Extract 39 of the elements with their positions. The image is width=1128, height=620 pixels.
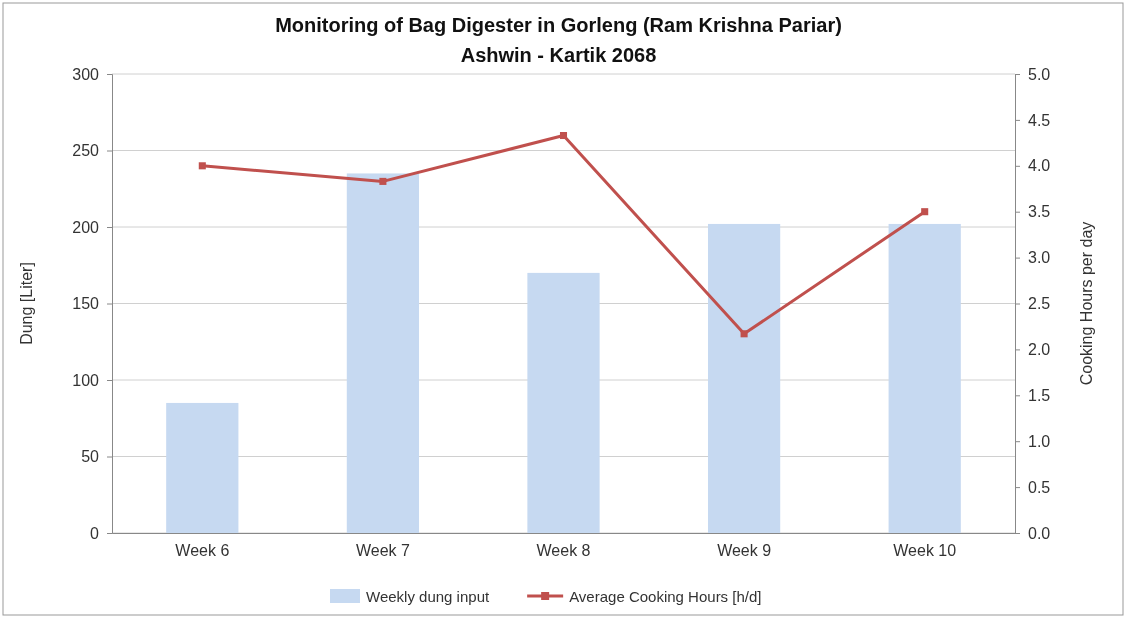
bar (166, 402, 239, 533)
y-tick-label: 300 (72, 65, 100, 83)
bar (707, 223, 781, 533)
x-tick-label: Week 10 (893, 542, 957, 560)
legend-label: Average Cooking Hours [h/d] (569, 588, 762, 605)
y-tick-label: 100 (72, 371, 100, 389)
y-tick-label: 50 (81, 448, 100, 466)
y2-tick-label: 1.0 (1028, 432, 1051, 450)
y-axis-title: Dung [Liter] (18, 262, 35, 345)
y2-tick-label: 0.5 (1028, 478, 1051, 496)
y2-tick-label: 4.5 (1028, 111, 1051, 129)
y2-tick-label: 3.0 (1028, 249, 1051, 267)
point (379, 177, 387, 185)
bar (888, 223, 961, 533)
y-tick-label: 250 (72, 142, 100, 160)
legend-label: Weekly dung input (366, 588, 490, 605)
y2-axis-title: Cooking Hours per day (1078, 221, 1095, 386)
point (198, 162, 206, 170)
chart-title: Monitoring of Bag Digester in Gorleng (Ram Krishna Pariar) (275, 14, 842, 36)
y2-tick-label: 2.5 (1028, 295, 1051, 313)
x-tick-label: Week 7 (355, 542, 410, 560)
x-tick-label: Week 8 (536, 542, 591, 560)
y2-tick-label: 1.5 (1028, 386, 1051, 404)
y2-tick-label: 4.0 (1028, 157, 1051, 175)
y2-tick-label: 3.5 (1028, 203, 1051, 221)
bar (527, 272, 600, 533)
y-tick-label: 150 (72, 295, 100, 313)
point (921, 208, 929, 216)
point (740, 330, 748, 338)
y2-tick-label: 0.0 (1028, 524, 1051, 542)
chart-subtitle: Ashwin - Kartik 2068 (460, 44, 657, 66)
point (559, 131, 568, 140)
y-tick-label: 200 (72, 218, 100, 236)
bar (346, 173, 420, 533)
y-tick-label: 0 (90, 524, 100, 542)
y2-tick-label: 2.0 (1028, 341, 1051, 359)
x-tick-label: Week 6 (175, 542, 230, 560)
x-tick-label: Week 9 (717, 542, 772, 560)
y2-tick-label: 5.0 (1028, 65, 1051, 83)
